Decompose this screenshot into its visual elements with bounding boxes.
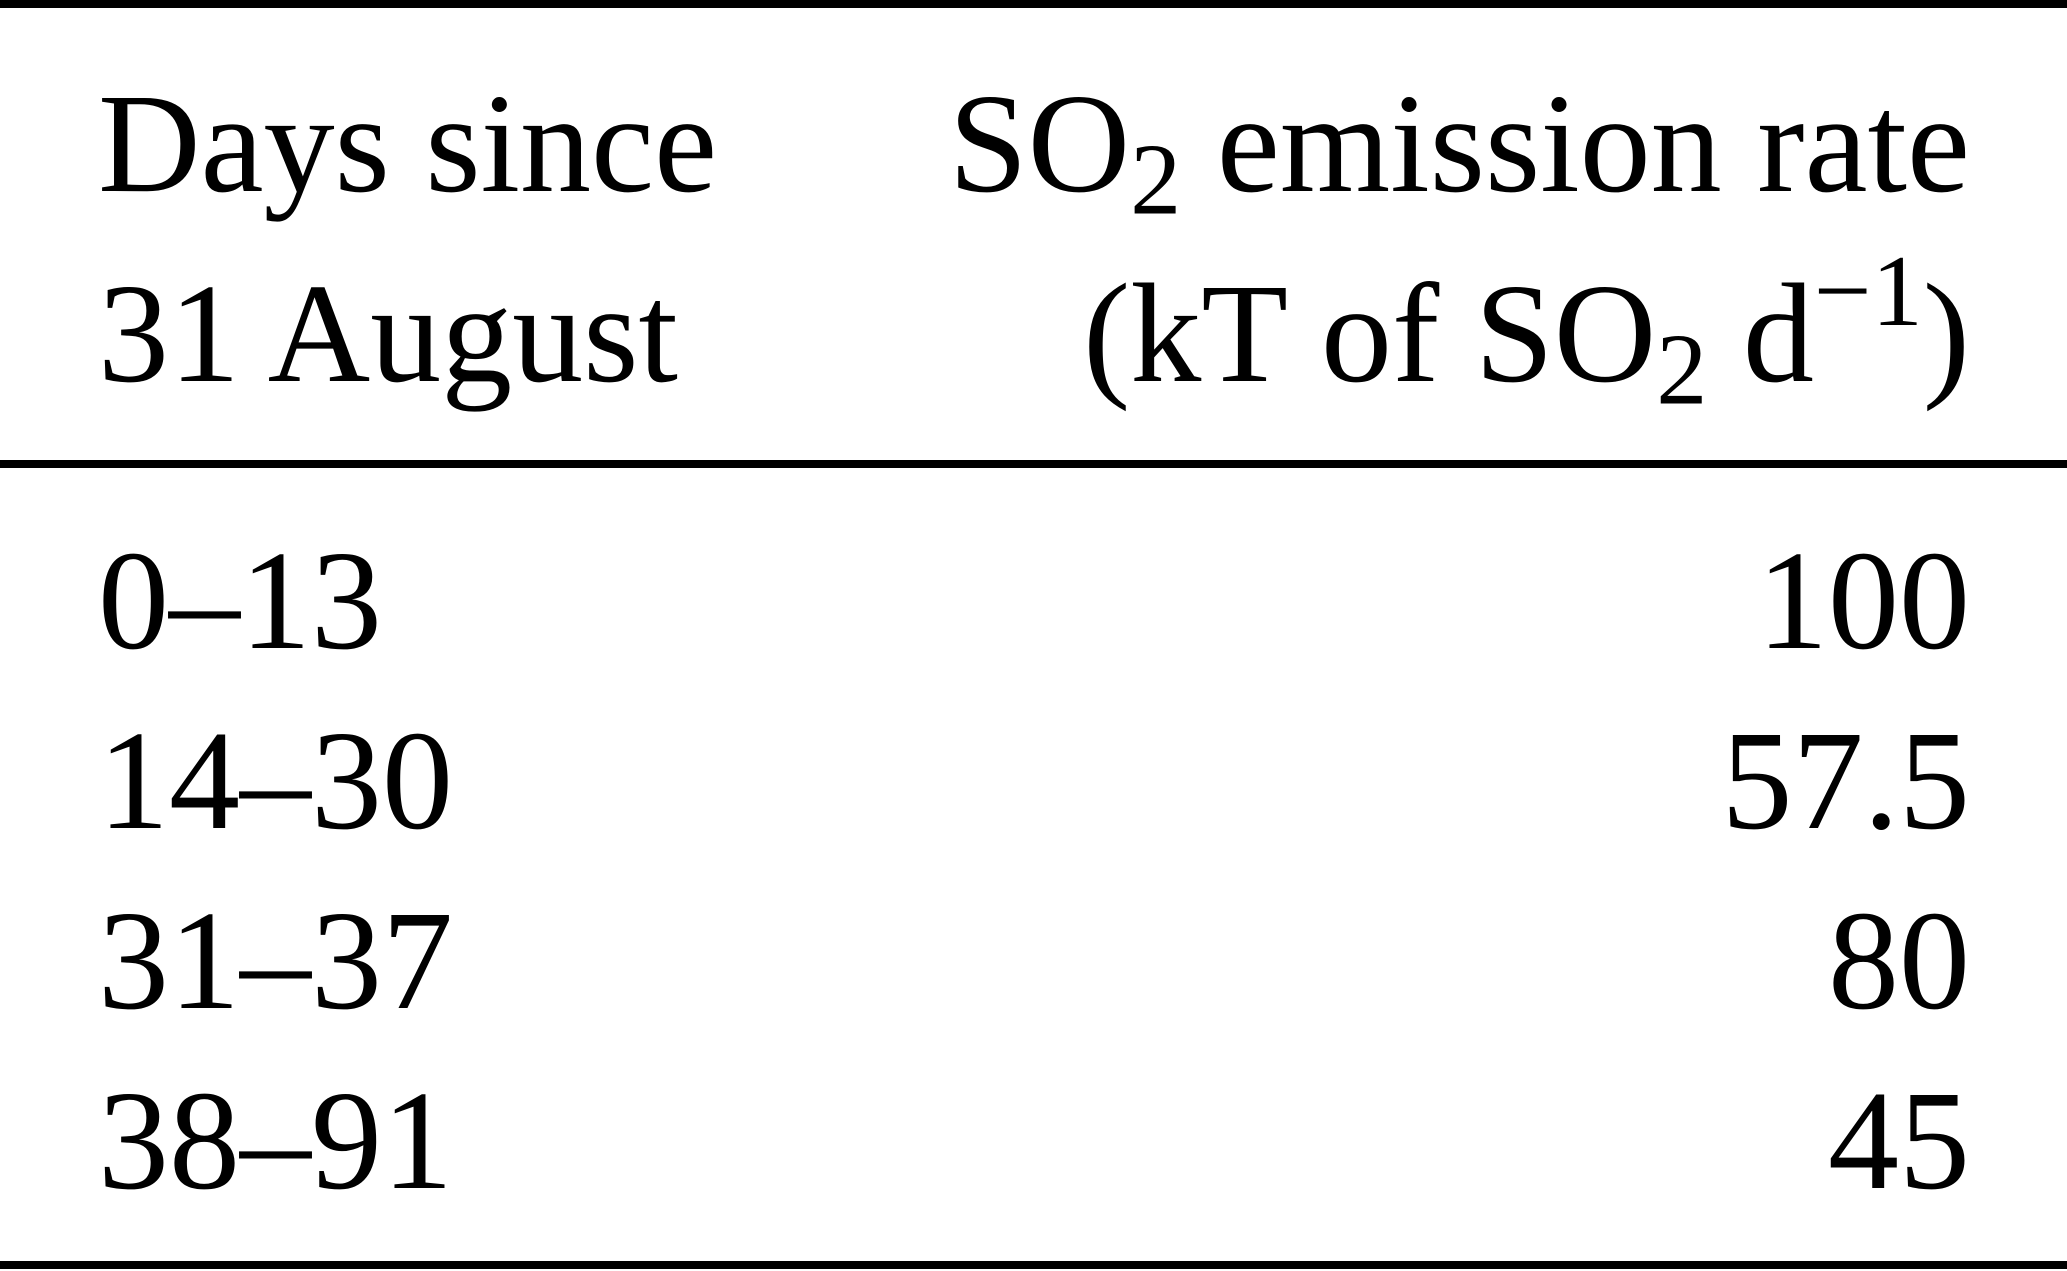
- unit-exponent: −1: [1813, 234, 1923, 348]
- table-bottom-rule: [0, 1261, 2067, 1269]
- unit-close-text: ): [1922, 254, 1970, 412]
- emission-rate-cell: 45: [1828, 1061, 1970, 1219]
- table-row: 38–91 45: [98, 1050, 1970, 1230]
- header-emission-rate: SO2 emission rate (kT of SO2 d−1): [949, 48, 1970, 428]
- unit-d-text: d: [1707, 254, 1814, 412]
- header-rate-line2: (kT of SO2 d−1): [949, 238, 1970, 428]
- days-range-cell: 14–30: [98, 701, 453, 859]
- emission-rate-cell: 80: [1828, 881, 1970, 1039]
- table-top-rule: [0, 0, 2067, 8]
- header-rate-line1: SO2 emission rate: [949, 48, 1970, 238]
- header-days-line1: Days since: [98, 64, 718, 222]
- header-days-line2: 31 August: [98, 254, 678, 412]
- table-mid-rule: [0, 460, 2067, 468]
- unit-so2-subscript: 2: [1656, 313, 1708, 427]
- emission-rate-cell: 57.5: [1721, 701, 1971, 859]
- table-row: 14–30 57.5: [98, 690, 1970, 870]
- days-range-cell: 0–13: [98, 521, 382, 679]
- days-range-cell: 31–37: [98, 881, 453, 1039]
- emission-rate-text: emission rate: [1181, 64, 1970, 222]
- emission-rate-cell: 100: [1757, 521, 1970, 679]
- header-days-since: Days since 31 August: [98, 48, 717, 428]
- table-header: Days since 31 August SO2 emission rate (…: [0, 8, 2067, 460]
- unit-open-text: (kT of SO: [1083, 254, 1657, 412]
- table-row: 31–37 80: [98, 870, 1970, 1050]
- days-range-cell: 38–91: [98, 1061, 453, 1219]
- table-body: 0–13 100 14–30 57.5 31–37 80 38–91 45: [0, 468, 2067, 1261]
- so2-text: SO: [948, 64, 1131, 222]
- so2-subscript: 2: [1130, 123, 1182, 237]
- table-row: 0–13 100: [98, 510, 1970, 690]
